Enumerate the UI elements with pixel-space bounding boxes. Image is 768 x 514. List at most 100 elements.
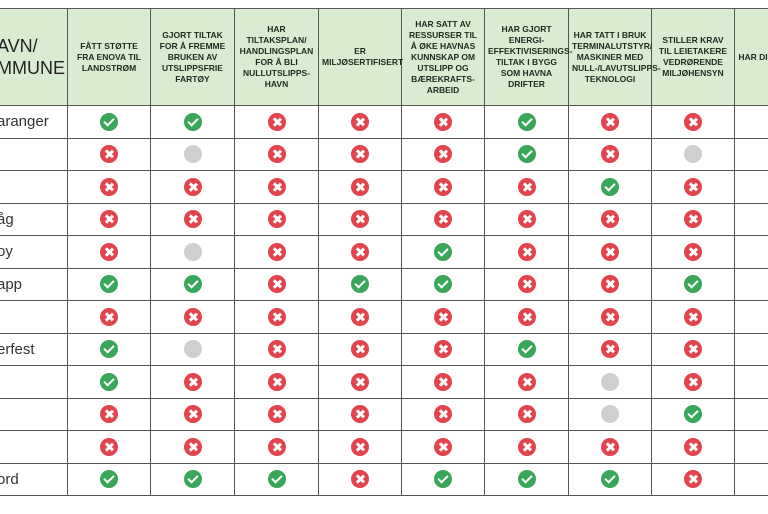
cross-icon	[517, 242, 536, 261]
status-cell	[150, 202, 235, 236]
cross-icon	[100, 210, 118, 229]
check-icon	[517, 340, 536, 359]
status-cell	[651, 365, 735, 399]
check-icon	[100, 470, 118, 489]
table-row: app	[0, 267, 768, 301]
table-row	[0, 170, 768, 204]
status-cell	[150, 137, 235, 171]
status-table: AVN/ MMUNE FÅTT STØTTE FRA ENOVA TIL LAND…	[0, 8, 768, 496]
table-row	[0, 137, 768, 171]
table-row	[0, 365, 768, 399]
status-cell	[401, 235, 485, 269]
check-icon	[183, 470, 202, 489]
status-cell	[150, 235, 235, 269]
table-row	[0, 430, 768, 464]
status-cell	[67, 105, 151, 139]
cross-icon	[267, 112, 286, 131]
status-cell	[651, 332, 735, 366]
status-cell	[318, 267, 402, 301]
status-cell	[67, 235, 151, 269]
neutral-icon	[183, 242, 202, 261]
row-label: aranger	[0, 105, 68, 139]
table-row: ord	[0, 462, 768, 496]
status-cell	[568, 332, 652, 366]
row-label: ord	[0, 462, 68, 496]
status-cell	[484, 332, 569, 366]
status-cell	[651, 137, 735, 171]
check-icon	[684, 275, 702, 294]
cross-icon	[100, 145, 118, 164]
status-cell	[651, 397, 735, 431]
column-header: STILLER KRAV TIL LEIETAKERE VEDRØRENDE M…	[651, 8, 735, 106]
status-cell	[568, 430, 652, 464]
status-cell	[484, 462, 569, 496]
status-cell	[150, 300, 235, 334]
status-cell	[67, 267, 151, 301]
cross-icon	[351, 145, 369, 164]
check-icon	[100, 275, 118, 294]
status-cell	[67, 300, 151, 334]
cross-icon	[183, 210, 202, 229]
check-icon	[100, 340, 118, 359]
status-cell	[734, 202, 768, 236]
table-row	[0, 300, 768, 334]
status-cell	[234, 462, 319, 496]
status-cell	[67, 462, 151, 496]
cross-icon	[351, 112, 369, 131]
cross-icon	[601, 242, 619, 261]
cross-icon	[183, 177, 202, 196]
column-header: HAR TILTAKSPLAN/ HANDLINGSPLAN FOR Å BLI…	[234, 8, 319, 106]
cross-icon	[434, 145, 452, 164]
status-cell	[484, 300, 569, 334]
cross-icon	[351, 177, 369, 196]
status-cell	[401, 105, 485, 139]
status-cell	[150, 397, 235, 431]
status-cell	[234, 365, 319, 399]
row-label	[0, 137, 68, 171]
cross-icon	[601, 145, 619, 164]
status-cell	[67, 202, 151, 236]
table-body: aranger åg oy app erfest ord	[0, 105, 768, 496]
column-header: ER MILJØSERTIFISERT	[318, 8, 403, 106]
status-cell	[734, 170, 768, 204]
column-header: HAR GJORT ENERGI-EFFEKTIVISERINGS-TILTAK…	[484, 8, 573, 106]
status-cell	[651, 430, 735, 464]
cross-icon	[100, 405, 118, 424]
status-cell	[318, 235, 402, 269]
cross-icon	[100, 242, 118, 261]
cross-icon	[684, 437, 702, 456]
neutral-icon	[601, 372, 619, 391]
status-cell	[734, 332, 768, 366]
status-cell	[150, 430, 235, 464]
status-cell	[234, 267, 319, 301]
status-cell	[484, 235, 569, 269]
neutral-icon	[601, 405, 619, 424]
cross-icon	[601, 275, 619, 294]
cross-icon	[351, 437, 369, 456]
row-label	[0, 365, 68, 399]
status-cell	[568, 170, 652, 204]
status-cell	[234, 300, 319, 334]
cross-icon	[100, 437, 118, 456]
cross-icon	[684, 340, 702, 359]
status-cell	[318, 202, 402, 236]
cross-icon	[267, 210, 286, 229]
status-cell	[234, 235, 319, 269]
neutral-icon	[183, 340, 202, 359]
status-cell	[234, 397, 319, 431]
status-cell	[734, 300, 768, 334]
cross-icon	[351, 210, 369, 229]
status-cell	[651, 462, 735, 496]
status-cell	[401, 300, 485, 334]
status-cell	[651, 235, 735, 269]
table-row: aranger	[0, 105, 768, 139]
cross-icon	[100, 307, 118, 326]
check-icon	[434, 242, 452, 261]
status-cell	[734, 397, 768, 431]
cross-icon	[267, 405, 286, 424]
cross-icon	[601, 437, 619, 456]
status-cell	[568, 397, 652, 431]
cross-icon	[601, 112, 619, 131]
column-header: GJORT TILTAK FOR Å FREMME BRUKEN AV UTSL…	[150, 8, 235, 106]
